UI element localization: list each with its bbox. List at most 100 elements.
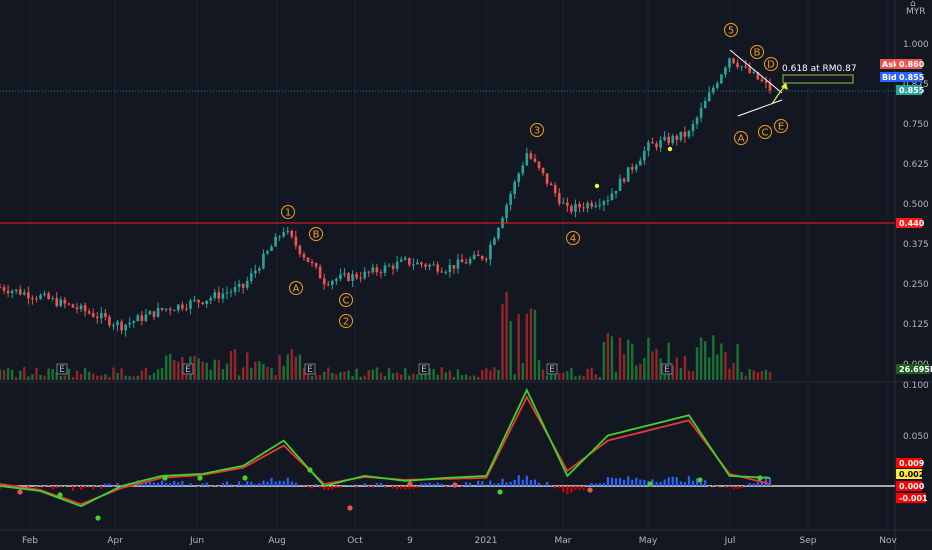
triangle-pattern[interactable]: 0.618 at RM0.87: [729, 49, 857, 117]
candle-body: [124, 324, 127, 331]
candle-body: [509, 194, 512, 205]
candle-body: [659, 140, 662, 148]
osc-histogram-bar: [489, 480, 492, 486]
osc-histogram-bar: [724, 486, 727, 488]
osc-cross-dot: [242, 475, 248, 481]
candle-body: [744, 66, 747, 68]
wave-label-text: A: [293, 284, 300, 295]
candle-body: [460, 259, 464, 263]
volume-bar: [485, 368, 488, 380]
time-tick-label: Sep: [800, 536, 817, 546]
volume-bar: [47, 368, 50, 380]
volume-bar: [209, 369, 212, 380]
time-axis[interactable]: Feb Apr Jun Aug Oct 9 2021 Mar May Jul Sep Nov: [22, 536, 897, 546]
volume-bar: [371, 369, 375, 380]
osc-histogram-bar: [744, 485, 747, 486]
candle-body: [412, 264, 415, 266]
wave-label-circle: [774, 119, 788, 133]
osc-histogram-bar: [655, 481, 658, 486]
candle-body: [752, 72, 756, 74]
wave-label-circle: [566, 231, 580, 245]
osc-histogram-bar: [79, 486, 83, 490]
volume-bar: [100, 375, 103, 380]
candle-body: [562, 202, 565, 204]
osc-histogram-bar: [306, 486, 310, 488]
osc-cross-dot: [197, 475, 203, 481]
elliott-wave-labels: 1 A B C 2 3 4 5 A B C D E: [281, 23, 788, 328]
osc-histogram-bar: [602, 483, 605, 486]
osc-histogram-bar: [594, 483, 597, 486]
volume-bar: [456, 369, 460, 380]
volume-bar: [266, 366, 269, 380]
osc-histogram-bar: [331, 486, 334, 490]
osc-histogram-bar: [0, 486, 2, 489]
volume-bar: [472, 375, 476, 380]
volume-bar: [602, 342, 606, 380]
candle-body: [172, 310, 176, 312]
candle-body: [716, 83, 719, 88]
volume-bar: [144, 367, 148, 380]
wave-label-circle: [758, 125, 772, 139]
candle-body: [71, 304, 75, 308]
volume-bar: [193, 355, 196, 380]
candle-body: [278, 236, 281, 238]
osc-cross-dot: [757, 475, 763, 481]
price-tick-label: 1.000: [903, 40, 929, 50]
candle-body: [720, 74, 723, 84]
candle-body: [610, 193, 614, 201]
osc-histogram-bar: [627, 476, 630, 486]
candle-body: [262, 253, 265, 269]
candle-body: [408, 257, 411, 265]
candle-body: [51, 298, 54, 300]
svg-text:-0.001: -0.001: [899, 494, 928, 503]
osc-histogram-bar: [181, 481, 184, 486]
volume-bar: [424, 371, 427, 380]
time-tick-label: Mar: [555, 536, 572, 546]
osc-histogram-bar: [335, 486, 338, 489]
candle-body: [391, 265, 395, 269]
candle-body: [286, 230, 290, 233]
volume-bar: [708, 357, 711, 380]
volume-bar: [173, 360, 176, 380]
candle-body: [687, 131, 691, 137]
osc-histogram-bar: [764, 476, 768, 486]
osc-histogram-bar: [614, 478, 618, 486]
candle-body: [294, 236, 298, 246]
volume-bar: [254, 361, 257, 380]
osc-histogram-bar: [691, 480, 695, 486]
volume-bar: [416, 374, 419, 380]
osc-histogram-bar: [290, 481, 293, 486]
osc-histogram-bar: [541, 484, 545, 486]
lock-icon[interactable]: ⌂: [910, 0, 916, 9]
osc-histogram-bar: [505, 482, 508, 486]
volume-bar: [302, 367, 306, 380]
volume-bar: [355, 368, 358, 380]
volume-bar: [185, 372, 188, 380]
time-tick-label: Oct: [347, 536, 363, 546]
currency-label: MYR: [906, 7, 926, 17]
time-tick-label: 2021: [475, 536, 498, 546]
volume-bar: [586, 368, 589, 380]
earnings-marker-label: E: [59, 365, 65, 375]
wave-label-circle: [289, 281, 303, 295]
osc-histogram-bar: [679, 481, 682, 486]
osc-histogram-bar: [169, 483, 172, 486]
volume-bar: [233, 349, 237, 380]
candle-body: [100, 313, 103, 319]
candle-body: [416, 262, 419, 265]
candle-body: [282, 232, 285, 237]
oscillator-scale[interactable]: 0.100 0.050: [903, 381, 929, 442]
wave-label-text: 4: [570, 234, 576, 245]
osc-histogram-bar: [63, 486, 66, 487]
volume-bar: [460, 375, 464, 380]
candle-body: [553, 185, 557, 194]
osc-histogram-bar: [704, 480, 707, 486]
osc-histogram-bar: [732, 486, 735, 489]
time-tick-label: Aug: [268, 536, 286, 546]
volume-bar: [582, 375, 585, 380]
volume-bar: [651, 351, 654, 380]
osc-histogram-bar: [315, 483, 318, 486]
candle-body: [371, 267, 375, 273]
